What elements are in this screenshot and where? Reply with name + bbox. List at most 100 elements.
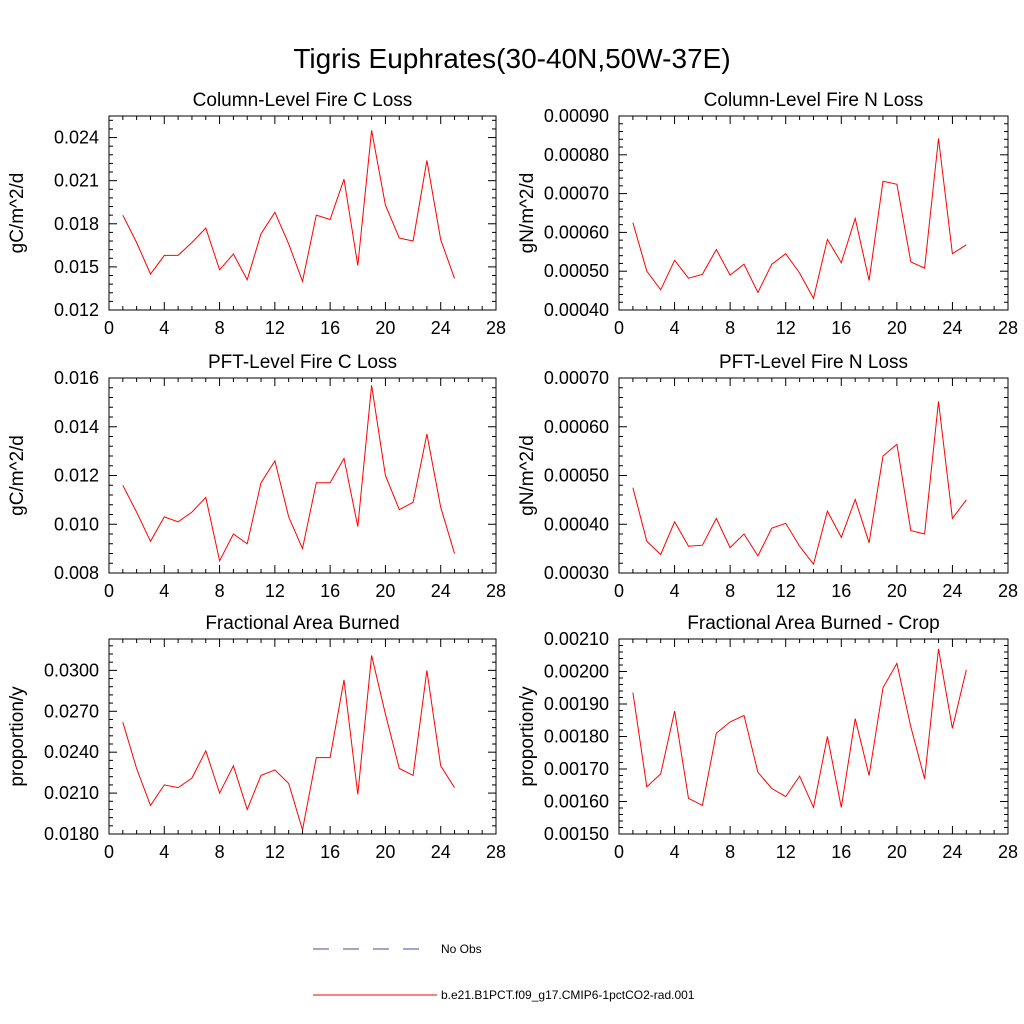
y-tick-label: 0.024: [54, 128, 99, 148]
x-tick-label: 8: [725, 318, 735, 338]
y-tick-label: 0.0180: [44, 824, 99, 844]
x-tick-label: 20: [887, 842, 907, 862]
y-tick-label: 0.0300: [44, 660, 99, 680]
series-line-1: [632, 138, 967, 300]
chart-panel-6: 0 4 8 12 16 20 24 28 0.00150 0.00160 0.00170 0.0018…: [517, 613, 1018, 862]
figure-title: Tigris Euphrates(30-40N,50W-37E): [293, 43, 730, 74]
y-tick-label: 0.014: [54, 417, 99, 437]
series-line-1: [122, 655, 455, 831]
x-tick-label: 16: [320, 581, 340, 601]
y-tick-label: 0.021: [54, 171, 99, 191]
x-tick-label: 8: [215, 842, 225, 862]
x-tick-label: 0: [104, 842, 114, 862]
y-axis-label: gC/m^2/d: [7, 173, 28, 254]
x-tick-label: 4: [159, 318, 169, 338]
x-tick-label: 20: [375, 842, 395, 862]
x-tick-label: 16: [320, 842, 340, 862]
x-tick-label: 12: [265, 318, 285, 338]
y-tick-label: 0.00040: [544, 300, 609, 320]
legend-label-no-obs: No Obs: [441, 942, 482, 956]
y-tick-label: 0.012: [54, 466, 99, 486]
y-tick-label: 0.00170: [544, 759, 609, 779]
y-axis-label: gN/m^2/d: [517, 435, 538, 516]
series-line-1: [122, 385, 455, 563]
x-tick-label: 20: [375, 581, 395, 601]
y-tick-label: 0.00200: [544, 662, 609, 682]
x-tick-label: 28: [998, 842, 1018, 862]
x-tick-label: 0: [104, 581, 114, 601]
x-tick-label: 4: [670, 842, 680, 862]
x-tick-label: 12: [265, 581, 285, 601]
y-axis-label: gN/m^2/d: [517, 173, 538, 254]
plot-frame: [618, 377, 1009, 574]
panel-title: PFT-Level Fire N Loss: [719, 352, 908, 373]
chart-panel-5: 0 4 8 12 16 20 24 28 0.0180 0.0210 0.0240 0.0270 0.0…: [7, 613, 506, 862]
x-tick-label: 0: [614, 842, 624, 862]
y-axis-label: proportion/y: [7, 686, 28, 787]
y-tick-label: 0.00210: [544, 629, 609, 649]
y-tick-label: 0.008: [54, 563, 99, 583]
x-tick-label: 24: [942, 581, 962, 601]
y-tick-label: 0.00190: [544, 694, 609, 714]
panel-title: Column-Level Fire N Loss: [704, 90, 924, 111]
x-tick-label: 24: [431, 318, 451, 338]
x-tick-label: 12: [776, 581, 796, 601]
series-line-1: [632, 648, 967, 810]
x-tick-label: 12: [776, 842, 796, 862]
chart-panel-4: 0 4 8 12 16 20 24 28 0.00030 0.00040 0.00050 0.0006…: [517, 352, 1018, 601]
x-tick-label: 0: [614, 318, 624, 338]
legend-label-model: b.e21.B1PCT.f09_g17.CMIP6-1pctCO2-rad.00…: [441, 988, 695, 1002]
x-tick-label: 12: [776, 318, 796, 338]
x-tick-label: 4: [159, 581, 169, 601]
series-line-1: [632, 401, 967, 566]
chart-panel-1: 0 4 8 12 16 20 24 28 0.012 0.015 0.018 0.021 0.024 Co…: [7, 90, 506, 338]
y-tick-label: 0.018: [54, 214, 99, 234]
panel-title: Fractional Area Burned: [205, 613, 399, 634]
y-tick-label: 0.00050: [544, 466, 609, 486]
y-tick-label: 0.016: [54, 368, 99, 388]
x-tick-label: 8: [725, 581, 735, 601]
x-tick-label: 8: [725, 842, 735, 862]
y-tick-label: 0.00030: [544, 563, 609, 583]
x-tick-label: 4: [159, 842, 169, 862]
y-tick-label: 0.00180: [544, 727, 609, 747]
y-tick-label: 0.00050: [544, 261, 609, 281]
y-tick-label: 0.0210: [44, 783, 99, 803]
y-tick-label: 0.00090: [544, 106, 609, 126]
x-tick-label: 28: [998, 581, 1018, 601]
x-tick-label: 16: [831, 318, 851, 338]
chart-panel-2: 0 4 8 12 16 20 24 28 0.00040 0.00050 0.00060 0.0007…: [517, 90, 1018, 338]
x-tick-label: 12: [265, 842, 285, 862]
y-tick-label: 0.00060: [544, 222, 609, 242]
y-tick-label: 0.010: [54, 514, 99, 534]
x-tick-label: 20: [887, 581, 907, 601]
y-tick-label: 0.00160: [544, 792, 609, 812]
chart-panels: 0 4 8 12 16 20 24 28 0.012 0.015 0.018 0.021 0.024 Co…: [7, 90, 1018, 862]
x-tick-label: 16: [831, 581, 851, 601]
x-tick-label: 8: [215, 318, 225, 338]
x-tick-label: 0: [104, 318, 114, 338]
x-tick-label: 16: [320, 318, 340, 338]
chart-panel-3: 0 4 8 12 16 20 24 28 0.008 0.010 0.012 0.014 0.016 PF…: [7, 352, 506, 601]
plot-frame: [108, 377, 497, 574]
y-tick-label: 0.015: [54, 257, 99, 277]
x-tick-label: 24: [431, 842, 451, 862]
plot-frame: [108, 638, 497, 835]
panel-title: PFT-Level Fire C Loss: [208, 352, 397, 373]
y-tick-label: 0.00150: [544, 824, 609, 844]
x-tick-label: 8: [215, 581, 225, 601]
y-tick-label: 0.00070: [544, 184, 609, 204]
panel-title: Column-Level Fire C Loss: [193, 90, 413, 111]
plot-frame: [618, 115, 1009, 311]
x-tick-label: 28: [486, 842, 506, 862]
y-tick-label: 0.00040: [544, 514, 609, 534]
y-tick-label: 0.0240: [44, 742, 99, 762]
y-tick-label: 0.00080: [544, 145, 609, 165]
x-tick-label: 20: [887, 318, 907, 338]
y-tick-label: 0.012: [54, 300, 99, 320]
x-tick-label: 4: [670, 318, 680, 338]
series-line-1: [122, 130, 455, 284]
panel-title: Fractional Area Burned - Crop: [687, 613, 939, 634]
plot-frame: [618, 638, 1009, 835]
x-tick-label: 24: [942, 318, 962, 338]
